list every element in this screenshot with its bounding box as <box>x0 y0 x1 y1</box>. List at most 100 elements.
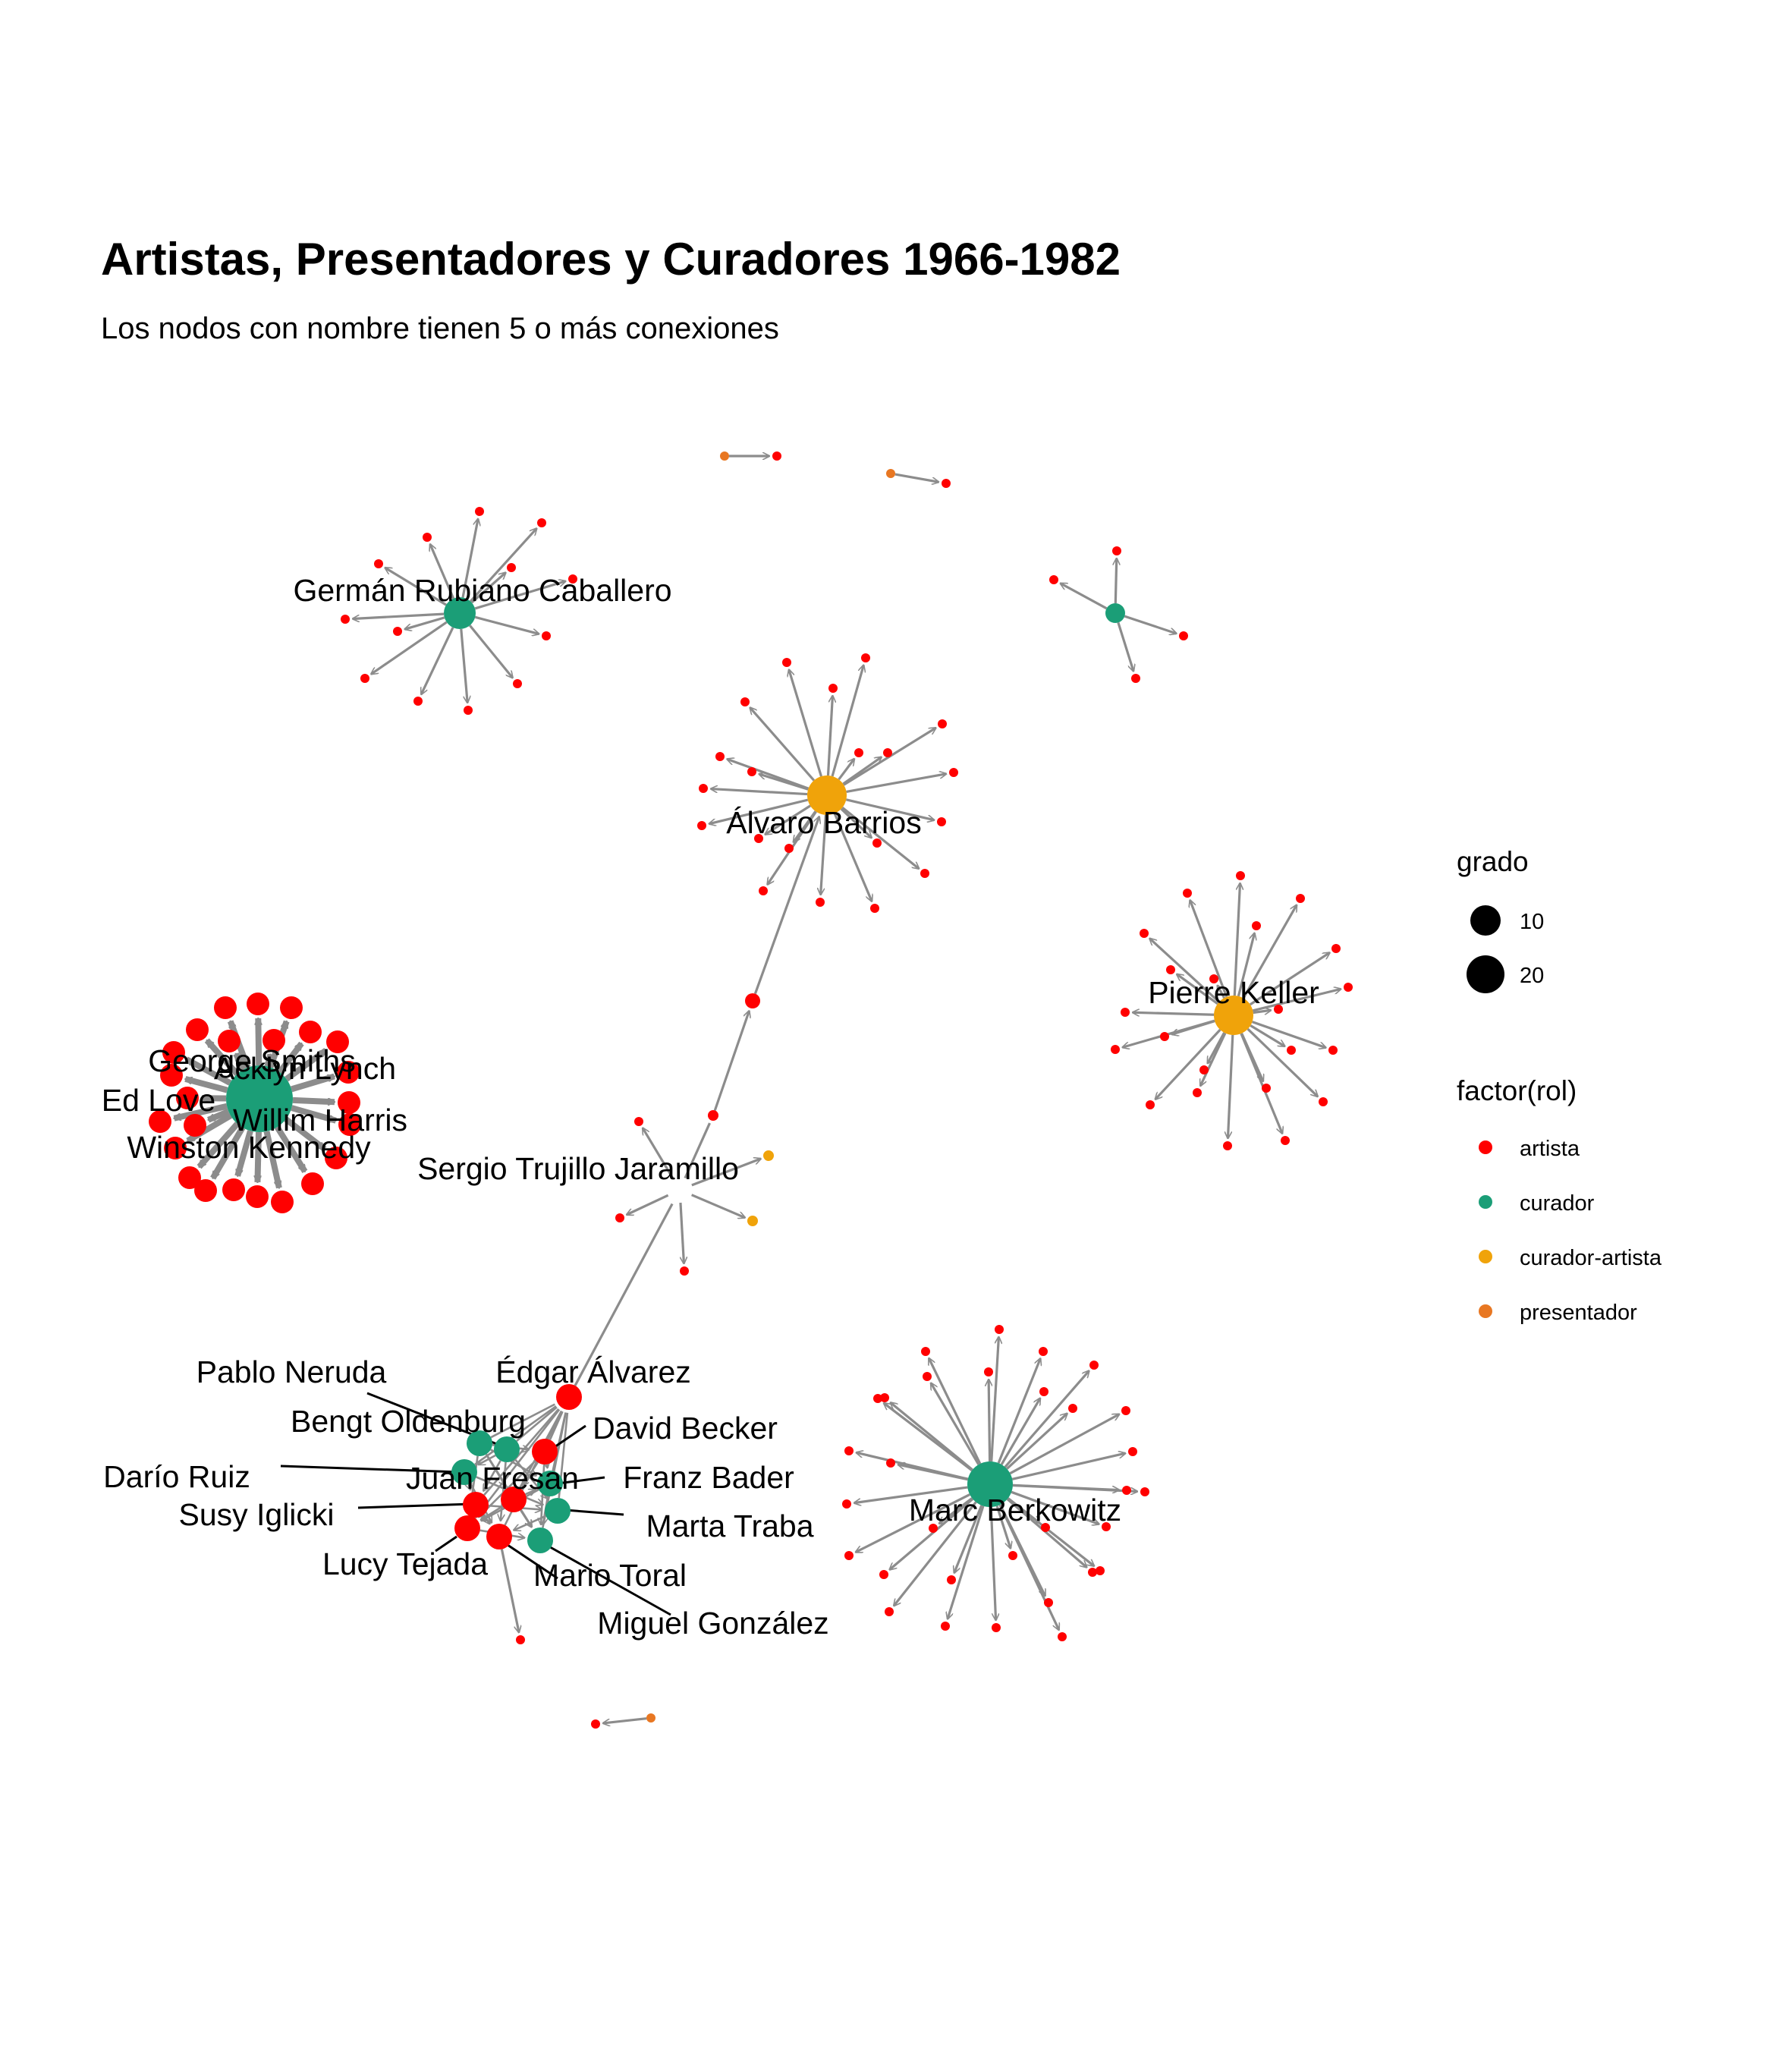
artista-node-87 <box>222 1178 245 1201</box>
artista-node-21 <box>1049 575 1058 584</box>
label-sergio-trujillo-jaramillo: Sergio Trujillo Jaramillo <box>417 1151 739 1186</box>
edge-137 <box>931 1383 980 1465</box>
edge-141 <box>1006 1414 1067 1470</box>
artista-node-85 <box>325 1147 347 1169</box>
edge-39 <box>765 804 811 835</box>
artista-node-49 <box>1140 929 1149 938</box>
artista-node-124 <box>873 1394 882 1403</box>
edge-69 <box>233 1054 247 1071</box>
edge-21 <box>831 665 863 777</box>
edge-79 <box>210 1125 246 1178</box>
edge-19 <box>1117 621 1133 671</box>
edge-157 <box>894 1501 977 1606</box>
edge-150 <box>1011 1490 1099 1524</box>
edge-26 <box>838 759 854 781</box>
label-george-smiths: George Smiths <box>148 1043 355 1078</box>
edge-146 <box>854 1486 968 1503</box>
artista-node-8 <box>423 533 432 542</box>
artista-node-62 <box>1281 1136 1290 1145</box>
edge-37 <box>840 807 872 838</box>
artista-node-140 <box>941 1622 950 1631</box>
legend-artista-label: artista <box>1520 1137 1580 1161</box>
label-lucy-tejada: Lucy Tejada <box>322 1546 488 1581</box>
label-alvaro-barrios: Álvaro Barrios <box>726 805 921 840</box>
curador-node-105 <box>451 1459 477 1485</box>
chart-subtitle: Los nodos con nombre tienen 5 o más cone… <box>101 312 779 345</box>
edge-153 <box>1006 1498 1087 1568</box>
artista-node-60 <box>1146 1100 1155 1109</box>
artista-node-36 <box>937 817 946 826</box>
edge-35 <box>833 813 872 901</box>
edge-61 <box>1216 986 1226 999</box>
edge-121 <box>516 1406 558 1443</box>
artista-node-34 <box>949 768 958 777</box>
artista-node-10 <box>568 574 577 584</box>
artista-node-104 <box>532 1439 558 1465</box>
artista-node-23 <box>1131 674 1140 683</box>
curador-node-103 <box>494 1436 520 1462</box>
label-edgar-alvarez: Édgar Álvarez <box>495 1354 691 1389</box>
edges-layer <box>174 456 1341 1723</box>
edge-7 <box>474 581 565 610</box>
edge-55 <box>1228 1034 1234 1138</box>
artista-node-61 <box>1223 1141 1232 1150</box>
artista-node-118 <box>880 1393 889 1402</box>
edge-81 <box>257 1131 262 1182</box>
artista-node-89 <box>271 1191 294 1213</box>
edge-142 <box>884 1403 973 1472</box>
artista-node-131 <box>844 1551 854 1560</box>
artista-node-88 <box>246 1185 269 1208</box>
artista-node-96 <box>680 1266 689 1276</box>
artista-node-91 <box>176 1087 199 1109</box>
artista-node-143 <box>1096 1566 1105 1575</box>
label-willim-harris: Willim Harris <box>233 1103 407 1137</box>
artista-node-70 <box>247 993 269 1015</box>
edge-108 <box>469 1484 470 1490</box>
artista-node-47 <box>1183 889 1192 898</box>
edge-128 <box>474 1408 561 1519</box>
presentador-node-4 <box>646 1713 655 1723</box>
label-mario-toral: Mario Toral <box>533 1558 687 1593</box>
artista-node-7 <box>537 518 546 527</box>
edge-67 <box>285 1047 328 1082</box>
artista-node-116 <box>1039 1347 1048 1356</box>
edge-34 <box>821 814 827 895</box>
artista-node-135 <box>1088 1568 1097 1577</box>
artista-node-42 <box>872 838 882 848</box>
artista-node-28 <box>740 697 750 706</box>
edge-78 <box>284 1116 327 1152</box>
label-acklyn-lynch: Acklyn Lynch <box>214 1051 396 1086</box>
edge-139 <box>1000 1398 1040 1465</box>
edge-148 <box>1012 1483 1137 1491</box>
artista-node-15 <box>360 674 369 683</box>
nodes-layer <box>149 451 1353 1729</box>
edge-42 <box>1242 905 1298 999</box>
edge-2 <box>603 1717 647 1723</box>
edge-14 <box>460 628 467 703</box>
artista-node-133 <box>1041 1523 1050 1532</box>
edge-145 <box>1011 1453 1125 1480</box>
label-juan-fresan: Juan Fresan <box>406 1461 579 1496</box>
artista-node-71 <box>280 996 303 1019</box>
edge-162 <box>995 1505 1011 1549</box>
artista-node-132 <box>1102 1522 1111 1531</box>
edge-8 <box>470 573 506 604</box>
edge-59 <box>1240 1033 1263 1081</box>
edge-100 <box>479 1454 496 1465</box>
artista-node-58 <box>1287 1046 1296 1055</box>
legend-size-20-key <box>1467 955 1504 993</box>
edge-17 <box>1061 582 1108 610</box>
leader-line-franz-bader <box>557 1476 605 1485</box>
artista-node-37 <box>697 821 706 830</box>
legend-artista-key <box>1479 1140 1492 1154</box>
edge-136 <box>891 1402 973 1471</box>
artista-node-100 <box>745 993 760 1008</box>
edge-18 <box>1124 615 1176 634</box>
edge-15 <box>469 625 512 678</box>
edge-134 <box>997 1358 1040 1464</box>
edge-44 <box>1237 933 1254 997</box>
edge-63 <box>258 1018 259 1066</box>
leader-line-mario-toral <box>500 1539 558 1580</box>
artista-node-119 <box>923 1372 932 1381</box>
edge-20 <box>789 670 822 777</box>
